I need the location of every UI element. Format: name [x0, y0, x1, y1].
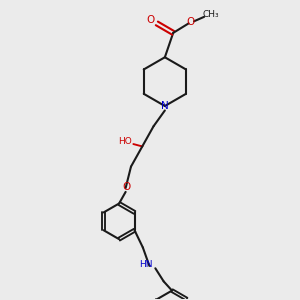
Text: HN: HN	[139, 260, 153, 268]
Text: O: O	[146, 15, 154, 26]
Text: O: O	[186, 17, 194, 27]
Text: O: O	[122, 182, 130, 193]
Text: CH₃: CH₃	[202, 10, 219, 19]
Text: HO: HO	[118, 136, 132, 146]
Text: N: N	[161, 101, 169, 111]
